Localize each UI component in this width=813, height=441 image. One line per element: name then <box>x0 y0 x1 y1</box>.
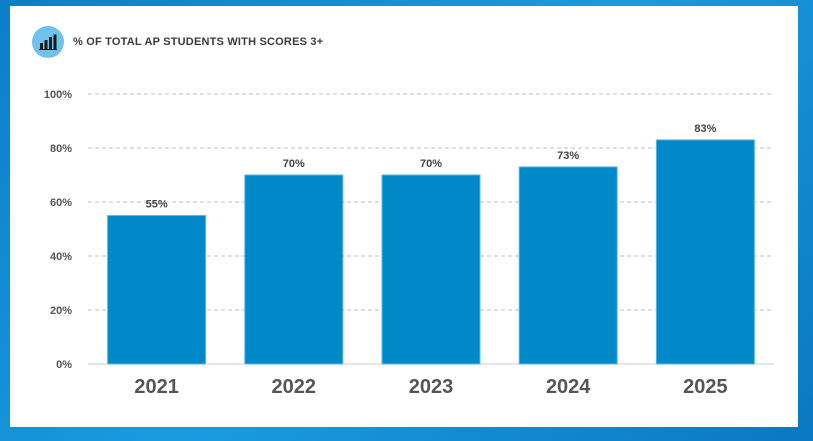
y-tick-label: 80% <box>50 143 72 155</box>
data-label: 73% <box>557 150 579 162</box>
x-tick-label: 2021 <box>134 376 179 398</box>
y-tick-label: 40% <box>50 251 72 263</box>
bar <box>381 174 481 365</box>
chart-header: % OF TOTAL AP STUDENTS WITH SCORES 3+ <box>32 26 323 58</box>
data-label: 83% <box>694 123 716 135</box>
x-tick-label: 2024 <box>546 376 591 398</box>
y-tick-label: 60% <box>50 197 72 209</box>
data-label: 70% <box>420 158 442 170</box>
x-tick-label: 2025 <box>683 376 728 398</box>
y-tick-label: 0% <box>56 359 72 371</box>
x-tick-label: 2023 <box>409 376 454 398</box>
data-label: 55% <box>146 199 168 211</box>
data-label: 70% <box>283 158 305 170</box>
bar <box>244 174 344 365</box>
bar <box>518 166 618 365</box>
y-tick-label: 20% <box>50 305 72 317</box>
bar-chart-icon <box>32 26 64 58</box>
chart-title: % OF TOTAL AP STUDENTS WITH SCORES 3+ <box>73 36 324 48</box>
bar <box>655 139 755 365</box>
bar <box>107 215 207 365</box>
x-tick-label: 2022 <box>272 376 317 398</box>
y-tick-label: 100% <box>44 89 72 101</box>
